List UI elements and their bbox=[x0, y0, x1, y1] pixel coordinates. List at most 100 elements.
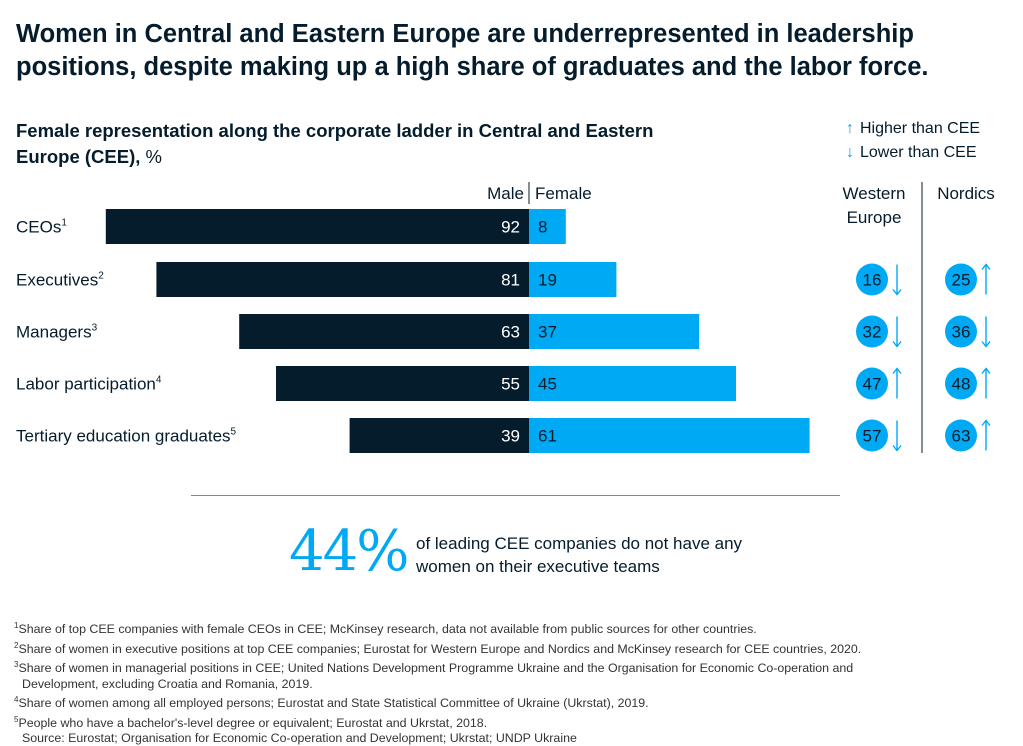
chart-subtitle: Female representation along the corporat… bbox=[16, 118, 696, 170]
legend-higher: ↑ Higher than CEE bbox=[846, 117, 980, 141]
footnotes: 1Share of top CEE companies with female … bbox=[14, 618, 1014, 746]
column-header-nordics: Nordics bbox=[937, 184, 995, 203]
footnote-text: Share of top CEE companies with female C… bbox=[18, 622, 757, 637]
category-footnote-marker: 4 bbox=[156, 375, 162, 386]
footnote: 1Share of top CEE companies with female … bbox=[14, 618, 1014, 638]
up-arrow-icon bbox=[892, 367, 902, 399]
legend-lower: ↓ Lower than CEE bbox=[846, 141, 980, 165]
western-europe-badge bbox=[856, 419, 888, 452]
bar-male bbox=[276, 366, 529, 401]
up-arrow-icon bbox=[981, 419, 991, 451]
footnote-text: Share of women in managerial positions i… bbox=[18, 661, 854, 676]
column-header-western-europe: Western Europe bbox=[843, 184, 906, 227]
bar-female-value: 45 bbox=[538, 375, 557, 394]
western-europe-value: 57 bbox=[863, 427, 882, 446]
bar-male-value: 63 bbox=[501, 323, 520, 342]
western-europe-value: 47 bbox=[863, 375, 882, 394]
nordics-value: 48 bbox=[952, 375, 971, 394]
category-footnote-marker: 2 bbox=[98, 271, 104, 282]
nordics-value: 63 bbox=[952, 427, 971, 446]
footnote: 2Share of women in executive positions a… bbox=[14, 638, 1014, 658]
bar-female bbox=[529, 366, 736, 401]
footnote-text: Share of women among all employed person… bbox=[18, 696, 649, 711]
down-arrow-icon bbox=[892, 264, 902, 296]
down-arrow-icon bbox=[892, 316, 902, 348]
column-header-word: Western bbox=[843, 184, 906, 203]
arrow-head bbox=[981, 341, 991, 348]
category-label: Tertiary education graduates5 bbox=[16, 427, 237, 446]
footnote: Development, excluding Croatia and Roman… bbox=[14, 677, 1014, 692]
up-arrow-icon: ↑ bbox=[846, 120, 854, 137]
down-arrow-icon bbox=[892, 420, 902, 452]
arrow-head bbox=[981, 263, 991, 270]
footnote-marker: 3 bbox=[14, 660, 19, 670]
callout-text: of leading CEE companies do not have any… bbox=[416, 534, 743, 576]
up-arrow-icon bbox=[981, 263, 991, 295]
bar-female-value: 19 bbox=[538, 271, 557, 290]
footnote: 5People who have a bachelor's-level degr… bbox=[14, 712, 1014, 732]
western-europe-badge bbox=[856, 263, 888, 296]
bar-female bbox=[529, 262, 617, 297]
footnote-text: Development, excluding Croatia and Roman… bbox=[22, 676, 313, 691]
nordics-badge bbox=[945, 315, 977, 348]
category-footnote-marker: 1 bbox=[61, 218, 67, 229]
category-label-text: Labor participation bbox=[16, 375, 156, 394]
nordics-badge bbox=[945, 419, 977, 452]
footnote-marker: 5 bbox=[14, 714, 19, 724]
nordics-badge bbox=[945, 367, 977, 400]
footnote-marker: 1 bbox=[14, 621, 19, 630]
bar-male-value: 55 bbox=[501, 375, 520, 394]
bar-male-value: 92 bbox=[501, 218, 520, 237]
trend-legend: ↑ Higher than CEE ↓ Lower than CEE bbox=[846, 117, 980, 165]
arrow-head bbox=[892, 367, 902, 374]
bar-male-value: 81 bbox=[501, 271, 520, 290]
category-label-text: Tertiary education graduates bbox=[16, 427, 231, 446]
footnote: 4Share of women among all employed perso… bbox=[14, 692, 1014, 712]
bar-female-value: 37 bbox=[538, 323, 557, 342]
category-label-text: Managers bbox=[16, 323, 92, 342]
bar-female bbox=[529, 314, 700, 349]
nordics-value: 36 bbox=[952, 323, 971, 342]
bar-female bbox=[529, 418, 810, 453]
category-label-text: Executives bbox=[16, 271, 98, 290]
footnote-marker: 2 bbox=[14, 640, 19, 650]
diverging-bar-chart: Male Female CEOs1 92 8 Executives2 81 19 Manager… bbox=[16, 182, 995, 453]
category-label: Managers3 bbox=[16, 323, 98, 342]
series-label-male: Male bbox=[487, 184, 524, 203]
western-europe-value: 32 bbox=[863, 323, 882, 342]
bar-male-value: 39 bbox=[501, 427, 520, 446]
up-arrow-icon bbox=[981, 367, 991, 399]
category-label: CEOs1 bbox=[16, 218, 67, 237]
category-footnote-marker: 3 bbox=[92, 323, 98, 334]
western-europe-badge bbox=[856, 367, 888, 400]
category-label: Executives2 bbox=[16, 271, 104, 290]
down-arrow-icon bbox=[981, 316, 991, 348]
legend-higher-label: Higher than CEE bbox=[860, 120, 981, 137]
bar-male bbox=[239, 314, 529, 349]
nordics-badge bbox=[945, 263, 977, 296]
footnote-text: Share of women in executive positions at… bbox=[18, 641, 862, 656]
subtitle-text: Female representation along the corporat… bbox=[16, 120, 654, 167]
bar-male bbox=[349, 418, 529, 453]
category-label: Labor participation4 bbox=[16, 375, 162, 394]
western-europe-value: 16 bbox=[863, 271, 882, 290]
section-divider bbox=[191, 495, 840, 496]
bar-male bbox=[156, 262, 529, 297]
arrow-head bbox=[892, 341, 902, 348]
bar-male bbox=[105, 209, 530, 244]
nordics-value: 25 bbox=[952, 271, 971, 290]
column-header-word: Europe bbox=[847, 208, 902, 227]
category-footnote-marker: 5 bbox=[231, 427, 237, 438]
footnote-marker: 4 bbox=[14, 695, 19, 704]
bar-female-value: 8 bbox=[538, 218, 547, 237]
legend-lower-label: Lower than CEE bbox=[860, 144, 977, 161]
category-label-text: CEOs bbox=[16, 218, 61, 237]
footnote: 3Share of women in managerial positions … bbox=[14, 657, 1014, 677]
chart-title: Women in Central and Eastern Europe are … bbox=[16, 20, 929, 81]
bar-female bbox=[529, 209, 566, 244]
arrow-head bbox=[981, 367, 991, 374]
arrow-head bbox=[892, 445, 902, 452]
series-label-female: Female bbox=[535, 184, 592, 203]
arrow-head bbox=[981, 419, 991, 426]
down-arrow-icon: ↓ bbox=[846, 144, 854, 161]
